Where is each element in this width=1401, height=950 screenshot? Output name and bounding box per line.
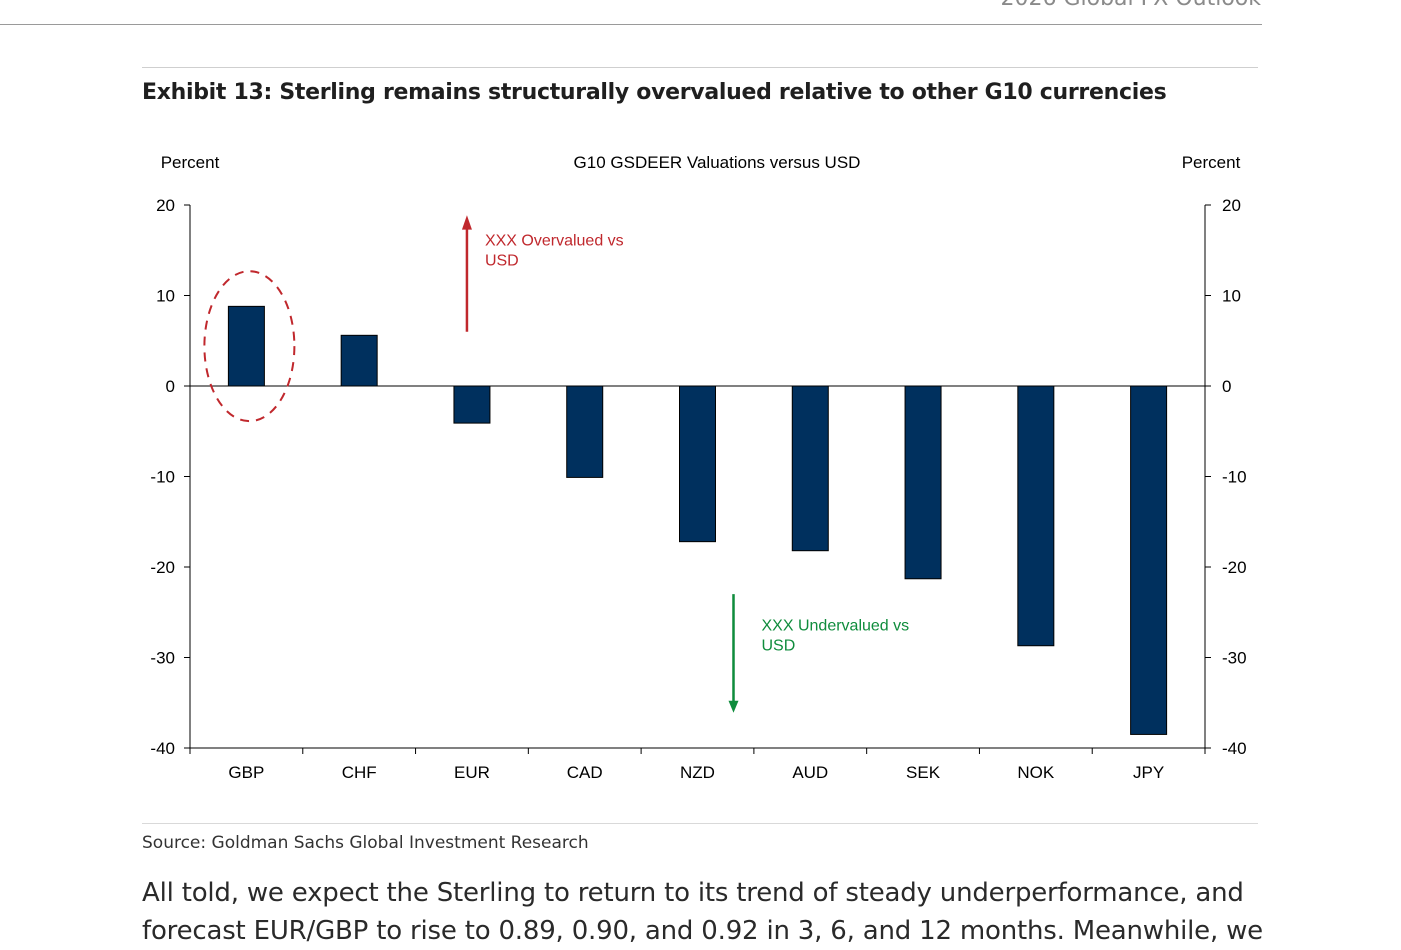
gbp-highlight-circle [203,270,296,423]
x-tick-label-nzd: NZD [680,763,715,782]
bar-nok [1017,385,1055,647]
left-y-tick-label: 10 [156,287,175,306]
overvalued-arrow-head-icon [461,215,472,230]
right-y-tick-label: 0 [1222,377,1231,396]
left-y-tick-label: 0 [166,377,175,396]
x-tick-label-jpy: JPY [1133,763,1164,782]
undervalued-label-line-2: USD [762,637,796,654]
right-axis-unit-label: Percent [1182,153,1241,172]
right-y-tick-label: -40 [1222,739,1247,758]
source-divider [142,823,1258,824]
source-note: Source: Goldman Sachs Global Investment … [142,833,589,853]
undervalued-arrow-head-icon [728,700,739,713]
bar-nzd [679,385,716,543]
bar-cad [566,385,604,478]
chart-title: G10 GSDEER Valuations versus USD [574,153,861,172]
body-line-2: forecast EUR/GBP to rise to 0.89, 0.90, … [142,916,1263,946]
left-y-tick-label: 20 [156,196,175,215]
x-tick-label-cad: CAD [567,763,603,782]
chart-axes: 20 20 10 10 0 0 -10 -10 -20 -20 -30 -30 -40 -40 [150,196,1246,758]
overvalued-label-line-2: USD [485,253,519,270]
bar-sek [904,385,942,580]
header-divider [0,24,1262,25]
right-y-tick-label: 20 [1222,196,1241,215]
x-tick-label-chf: CHF [342,763,377,782]
x-tick-label-nok: NOK [1017,763,1055,782]
left-y-tick-label: -30 [150,649,175,668]
body-line-1: All told, we expect the Sterling to retu… [142,878,1244,908]
bar-eur [453,385,491,424]
right-y-tick-label: -10 [1222,468,1247,487]
document-header-title: 2026 Global FX Outlook [1000,0,1261,11]
bar-aud [791,385,829,552]
x-tick-label-eur: EUR [454,763,490,782]
chart-bars: GBP CHF EUR CAD NZD AUD SEK NOK JPY [227,305,1168,782]
x-tick-label-sek: SEK [906,763,941,782]
body-paragraph: All told, we expect the Sterling to retu… [142,874,1263,950]
overvalued-label-line-1: XXX Overvalued vs [485,233,624,250]
bar-chf [340,334,378,387]
right-y-tick-label: -20 [1222,558,1247,577]
undervalued-label-line-1: XXX Undervalued vs [762,617,910,634]
right-y-tick-label: 10 [1222,287,1241,306]
exhibit-title: Exhibit 13: Sterling remains structurall… [142,80,1167,105]
x-tick-label-gbp: GBP [228,763,264,782]
bar-gbp [227,305,265,387]
left-y-tick-label: -10 [150,468,175,487]
x-tick-label-aud: AUD [792,763,828,782]
exhibit-top-divider [142,67,1258,68]
left-y-tick-label: -20 [150,558,175,577]
right-y-tick-label: -30 [1222,649,1247,668]
left-y-tick-label: -40 [150,739,175,758]
chart-annotations: XXX Overvalued vs USD XXX Undervalued vs US… [203,215,910,713]
left-axis-unit-label: Percent [161,153,220,172]
bar-jpy [1130,385,1168,735]
